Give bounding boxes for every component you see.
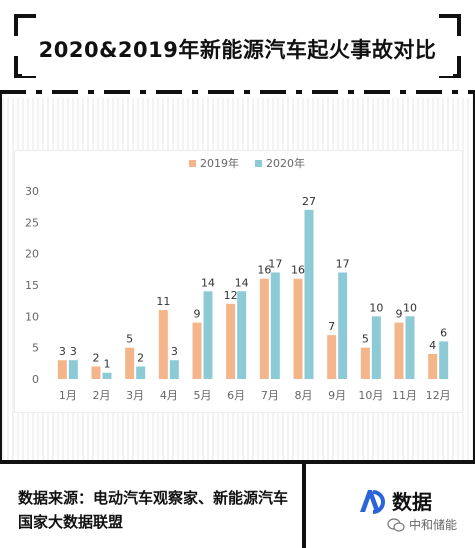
legend-swatch [189,160,196,167]
bar [371,316,381,379]
title-band: 2020&2019年新能源汽车起火事故对比 [0,0,475,90]
x-tick-label: 12月 [426,389,451,402]
corner-mark [14,56,36,78]
data-label: 9 [194,308,201,321]
bar [439,341,449,379]
y-tick-label: 25 [25,216,39,229]
chart-card: 0 5 10 15 20 25 30 3 3 1月 2 1 2月 5 2 3月 11 3 4月 9 14 5月 12 14 6月… [14,150,463,413]
data-label: 17 [268,257,282,270]
bar [102,372,112,379]
data-label: 5 [362,333,369,346]
bar [136,366,146,379]
corner-mark [439,56,461,78]
data-label: 12 [224,289,238,302]
data-label: 17 [336,257,350,270]
ad-logo-icon [360,489,385,514]
data-label: 7 [328,320,335,333]
x-tick-label: 7月 [261,389,279,402]
y-tick-label: 10 [25,310,39,323]
bar [192,322,202,379]
bar [259,278,269,379]
legend-swatch [255,160,262,167]
brand-logo: 数据 [358,486,432,515]
x-tick-label: 5月 [194,389,212,402]
bar [68,360,78,379]
footer: 数据来源：电动汽车观察家、新能源汽车国家大数据联盟 数据 [0,460,475,548]
data-label: 10 [403,301,417,314]
wechat-icon [387,517,405,532]
x-tick-label: 10月 [358,389,383,402]
x-tick-label: 3月 [126,389,144,402]
y-tick-label: 15 [25,279,39,292]
bar [203,291,213,379]
legend-label: 2020年 [266,156,305,170]
data-label: 3 [59,345,66,358]
data-label: 2 [137,351,144,364]
bar [394,322,404,379]
bar [125,347,135,379]
source-note: 数据来源：电动汽车观察家、新能源汽车国家大数据联盟 [18,489,289,531]
data-label: 27 [302,195,316,208]
watermark-text: 中和储能 [409,518,458,532]
x-tick-label: 1月 [59,389,77,402]
bar [91,366,101,379]
data-label: 6 [440,326,447,339]
corner-mark [439,14,461,36]
data-label: 2 [93,351,100,364]
bar [428,353,438,379]
data-label: 3 [171,345,178,358]
x-tick-label: 6月 [227,389,245,402]
x-tick-label: 11月 [392,389,417,402]
chart-title: 2020&2019年新能源汽车起火事故对比 [38,38,437,62]
data-label: 4 [429,339,436,352]
bar [270,272,280,379]
data-label: 16 [291,264,305,277]
y-tick-label: 0 [32,373,39,386]
legend-label: 2019年 [200,156,239,170]
bar [226,303,236,379]
corner-mark [14,14,36,36]
x-tick-label: 9月 [328,389,346,402]
title-box: 2020&2019年新能源汽车起火事故对比 [22,22,453,76]
bar [405,316,415,379]
x-tick-label: 2月 [93,389,111,402]
bar [237,291,247,379]
bar [360,347,370,379]
data-label: 5 [126,333,133,346]
x-tick-label: 4月 [160,389,178,402]
data-label: 16 [257,264,271,277]
data-label: 14 [201,276,215,289]
dashed-divider [0,90,475,94]
watermark: 中和储能 [387,516,457,533]
x-tick-label: 8月 [295,389,313,402]
data-label: 9 [396,308,403,321]
bar [57,360,67,379]
data-label: 11 [156,295,170,308]
y-tick-label: 20 [25,248,39,261]
data-label: 14 [235,276,249,289]
bar [304,209,314,379]
bar [338,272,348,379]
data-label: 10 [369,301,383,314]
y-tick-label: 30 [25,185,39,198]
y-tick-label: 5 [32,342,39,355]
bar [158,310,168,379]
data-label: 1 [104,358,111,371]
footer-divider [302,464,306,548]
bar [169,360,179,379]
logo-text: 数据 [392,490,432,514]
bar [293,278,303,379]
data-label: 3 [70,345,77,358]
bar [327,335,337,379]
